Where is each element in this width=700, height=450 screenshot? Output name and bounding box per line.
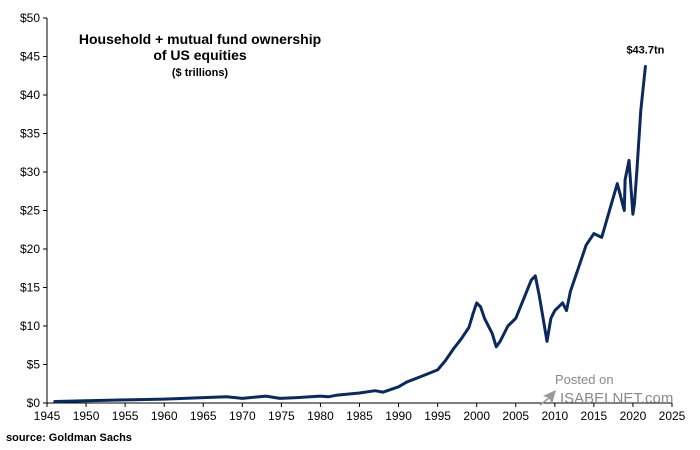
isabelnet-logo-icon: [539, 390, 556, 406]
y-tick-label: $20: [20, 242, 40, 256]
x-tick-label: 1960: [151, 409, 178, 423]
chart-title: Household + mutual fund ownership: [79, 31, 321, 47]
watermark-posted-on: Posted on: [555, 372, 614, 387]
x-tick-label: 1980: [307, 409, 334, 423]
x-tick-label: 1985: [346, 409, 373, 423]
x-tick-label: 2005: [502, 409, 529, 423]
x-tick-label: 2010: [541, 409, 568, 423]
x-tick-label: 1950: [73, 409, 100, 423]
y-tick-label: $15: [20, 281, 40, 295]
series-line: [53, 65, 647, 403]
x-tick-label: 1995: [424, 409, 451, 423]
y-tick-label: $40: [20, 88, 40, 102]
chart-series: [53, 65, 647, 403]
x-tick-label: 1975: [268, 409, 295, 423]
source-note: source: Goldman Sachs: [6, 432, 132, 444]
watermark-brand: ISABELNET.com: [560, 390, 673, 407]
y-tick-label: $30: [20, 165, 40, 179]
x-tick-label: 1970: [229, 409, 256, 423]
chart-axes: $0 $5 $10 $15 $20 $25 $30 $35 $40 $45 $50 1945 1950 1…: [20, 11, 686, 423]
y-tick-label: $10: [20, 319, 40, 333]
chart-subtitle: ($ trillions): [172, 67, 229, 79]
y-tick-label: $45: [20, 50, 40, 64]
end-value-label: $43.7tn: [626, 45, 664, 57]
x-tick-label: 2025: [659, 409, 686, 423]
y-tick-label: $35: [20, 127, 40, 141]
x-tick-label: 1945: [34, 409, 61, 423]
x-tick-label: 1955: [112, 409, 139, 423]
x-tick-label: 2015: [581, 409, 608, 423]
x-tick-label: 1965: [190, 409, 217, 423]
watermark: Posted on ISABELNET.com: [539, 372, 673, 407]
y-tick-label: $5: [27, 358, 41, 372]
x-tick-label: 1990: [385, 409, 412, 423]
y-tick-label: $0: [27, 396, 41, 410]
y-tick-label: $25: [20, 204, 40, 218]
chart-title-line2: of US equities: [153, 47, 247, 63]
x-tick-label: 2000: [463, 409, 490, 423]
x-tick-label: 2020: [620, 409, 647, 423]
y-tick-label: $50: [20, 11, 40, 25]
